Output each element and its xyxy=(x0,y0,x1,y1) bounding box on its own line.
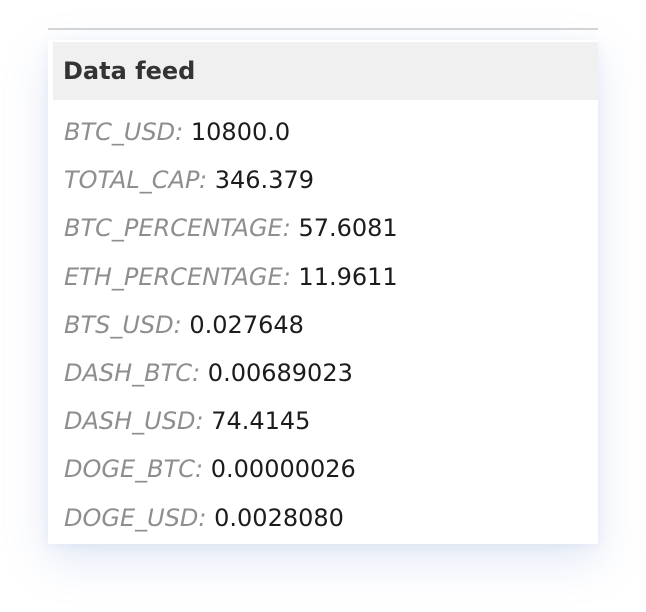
feed-item-btc-usd: BTC_USD: 10800.0 xyxy=(64,108,398,156)
feed-value: 10800.0 xyxy=(190,118,291,146)
feed-value: 0.00689023 xyxy=(207,358,353,387)
feed-item-total-cap: TOTAL_CAP: 346.379 xyxy=(64,156,398,204)
data-feed-panel: Data feed BTC_USD: 10800.0 TOTAL_CAP: 34… xyxy=(48,40,598,544)
feed-key: TOTAL_CAP: xyxy=(64,166,208,195)
feed-key: DASH_USD: xyxy=(64,407,204,436)
feed-item-doge-btc: DOGE_BTC: 0.00000026 xyxy=(64,445,398,493)
feed-list: BTC_USD: 10800.0 TOTAL_CAP: 346.379 BTC_… xyxy=(64,108,398,542)
feed-item-eth-percentage: ETH_PERCENTAGE: 11.9611 xyxy=(64,253,398,301)
feed-item-dash-usd: DASH_USD: 74.4145 xyxy=(64,397,398,445)
feed-value: 11.9611 xyxy=(298,262,398,291)
feed-key: BTC_PERCENTAGE: xyxy=(64,214,291,243)
feed-item-bts-usd: BTS_USD: 0.027648 xyxy=(64,301,398,349)
feed-value: 346.379 xyxy=(214,166,314,195)
top-divider xyxy=(48,28,598,30)
panel-title: Data feed xyxy=(63,57,196,85)
feed-item-btc-percentage: BTC_PERCENTAGE: 57.6081 xyxy=(64,204,398,252)
feed-item-doge-usd: DOGE_USD: 0.0028080 xyxy=(64,494,398,542)
feed-value: 0.00000026 xyxy=(210,455,356,484)
feed-key: DASH_BTC: xyxy=(64,358,201,387)
feed-key: BTC_USD: xyxy=(64,118,184,146)
feed-value: 0.0028080 xyxy=(214,503,344,532)
feed-value: 57.6081 xyxy=(298,214,398,243)
feed-key: BTS_USD: xyxy=(64,310,182,339)
feed-item-dash-btc: DASH_BTC: 0.00689023 xyxy=(64,349,398,397)
panel-header: Data feed xyxy=(53,42,598,100)
feed-key: ETH_PERCENTAGE: xyxy=(64,262,291,291)
feed-value: 0.027648 xyxy=(189,310,304,339)
feed-key: DOGE_BTC: xyxy=(64,455,204,484)
feed-value: 74.4145 xyxy=(211,407,311,436)
feed-key: DOGE_USD: xyxy=(64,503,207,532)
